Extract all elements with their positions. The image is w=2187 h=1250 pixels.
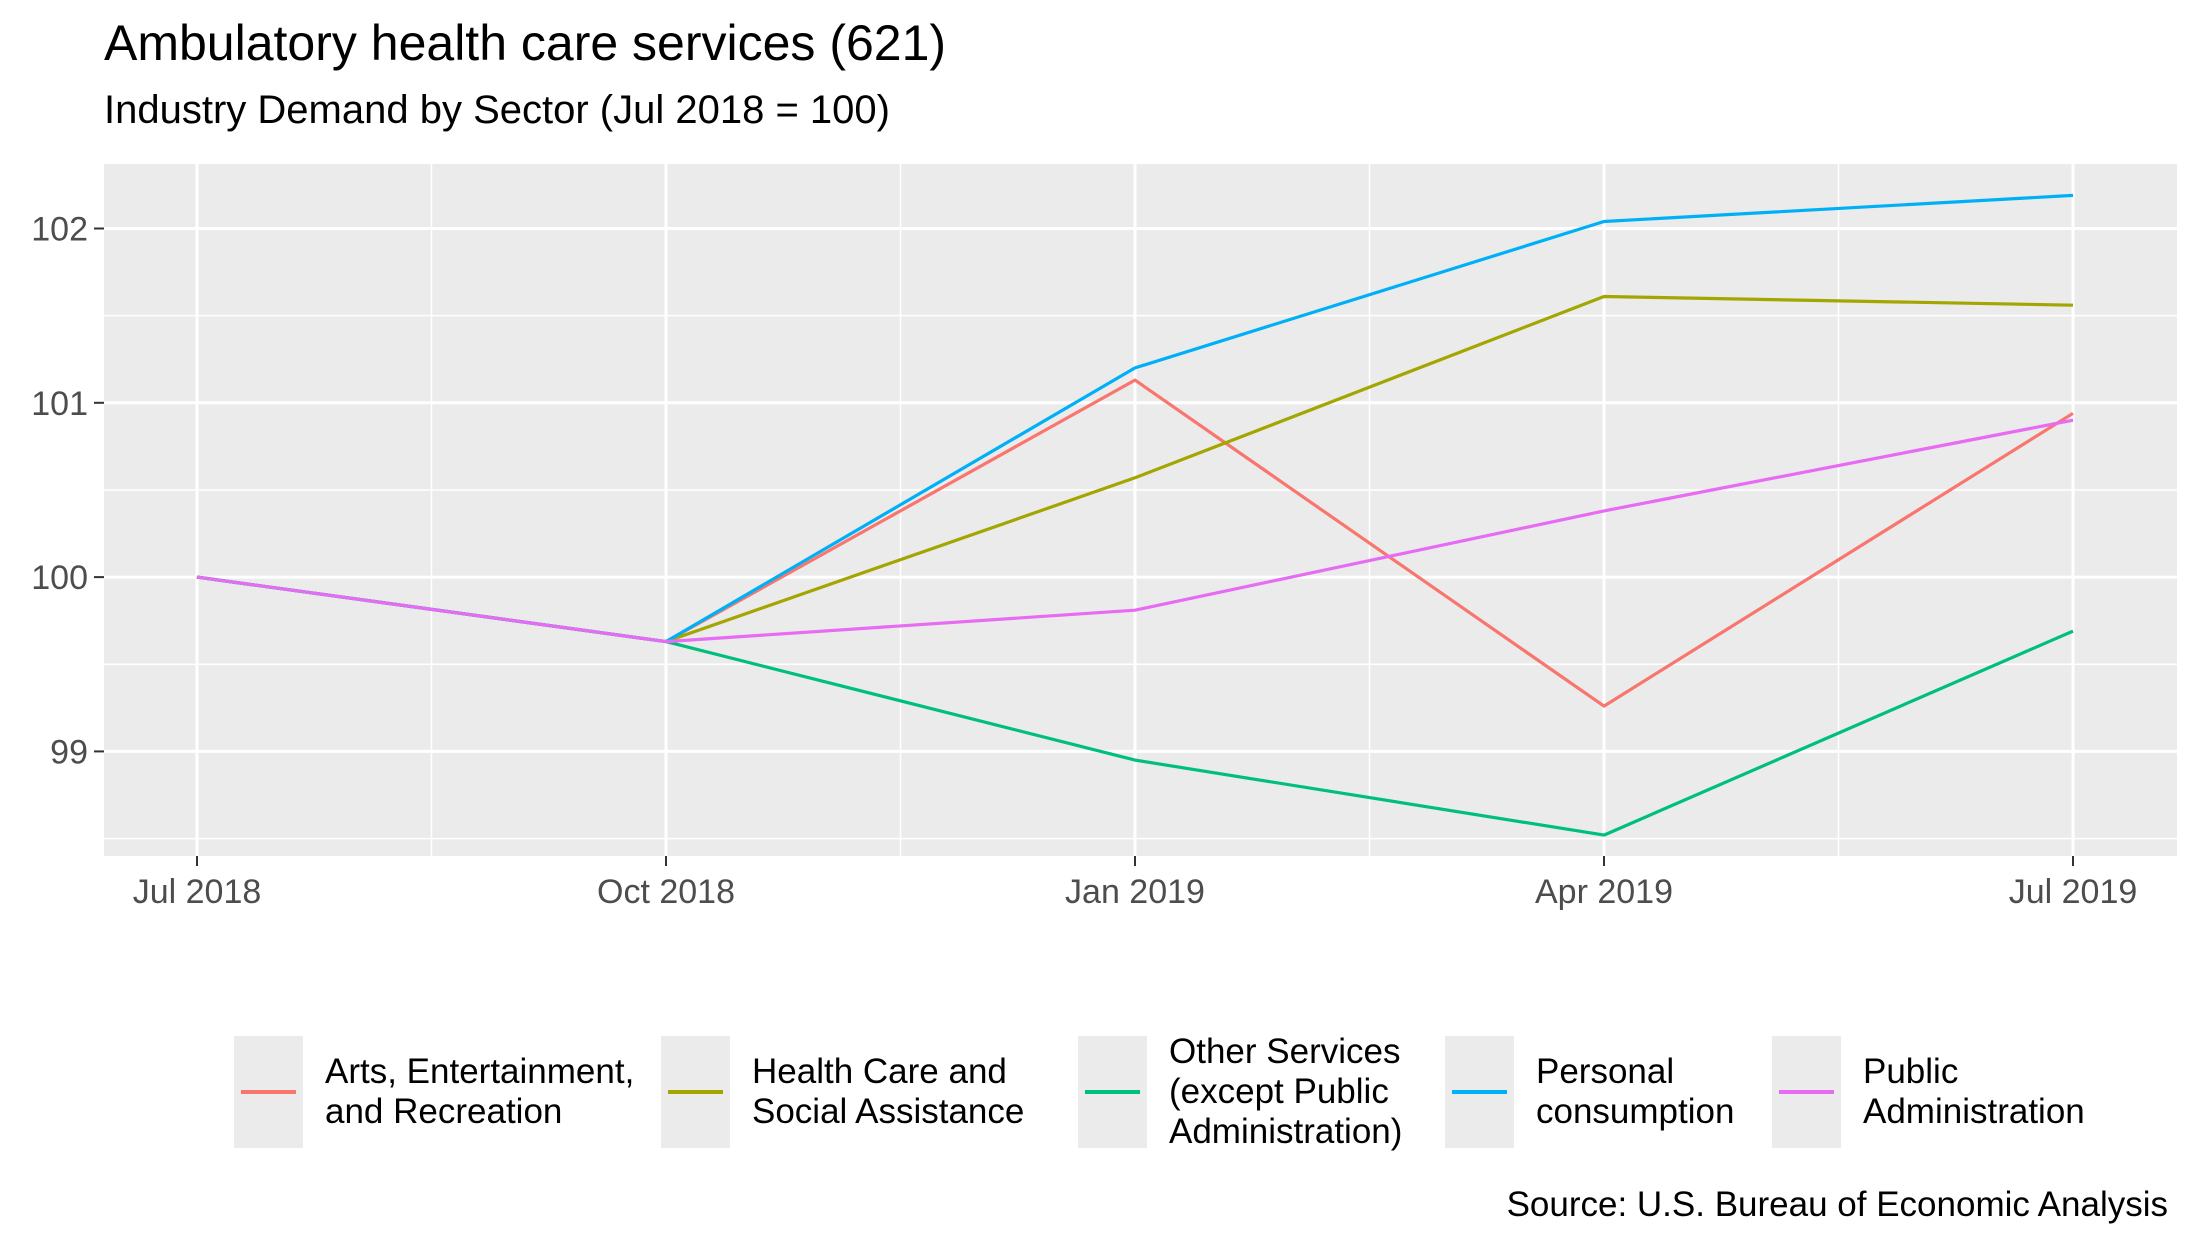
- y-tick-label: 99: [50, 733, 88, 771]
- series-lines: [196, 193, 2074, 837]
- legend-label: Public Administration: [1863, 1052, 2085, 1131]
- legend-label: Arts, Entertainment, and Recreation: [325, 1052, 635, 1131]
- legend-key: [1772, 1036, 1841, 1148]
- chart-title: Ambulatory health care services (621): [104, 15, 947, 71]
- x-tick-label: Oct 2018: [597, 873, 735, 911]
- legend-key: [1445, 1036, 1514, 1148]
- legend-label: Health Care and Social Assistance: [752, 1052, 1025, 1131]
- y-tick-label: 102: [31, 210, 88, 248]
- y-tick-label: 101: [31, 385, 88, 423]
- legend-item: Arts, Entertainment, and Recreation: [234, 1036, 635, 1148]
- x-tick-label: Jul 2018: [133, 873, 262, 911]
- legend-item: Personal consumption: [1445, 1036, 1746, 1148]
- legend-label: Personal consumption: [1536, 1052, 1735, 1131]
- legend-swatch: [668, 1090, 723, 1094]
- legend-item: Other Services (except Public Administra…: [1078, 1032, 1419, 1152]
- series-line-4: [196, 418, 2074, 644]
- legend-label: Other Services (except Public Administra…: [1169, 1032, 1403, 1151]
- legend-key: [234, 1036, 303, 1148]
- x-tick-label: Jul 2019: [2009, 873, 2138, 911]
- legend-swatch: [1085, 1090, 1140, 1094]
- x-axis: Jul 2018 Oct 2018 Jan 2019 Apr 2019 Jul 2019: [133, 856, 2138, 911]
- legend: Arts, Entertainment, and Recreation Healt…: [234, 1032, 2139, 1151]
- minor-gridlines: [104, 164, 2177, 856]
- legend-swatch: [241, 1090, 296, 1094]
- x-tick-label: Apr 2019: [1535, 873, 1673, 911]
- legend-item: Health Care and Social Assistance: [661, 1036, 1052, 1148]
- y-axis: 99 100 101 102: [31, 210, 104, 771]
- legend-key: [1078, 1036, 1147, 1148]
- source-caption: Source: U.S. Bureau of Economic Analysis: [1506, 1185, 2168, 1224]
- legend-item: Public Administration: [1772, 1036, 2113, 1148]
- chart-subtitle: Industry Demand by Sector (Jul 2018 = 10…: [104, 88, 890, 132]
- legend-key: [661, 1036, 730, 1148]
- x-tick-label: Jan 2019: [1065, 873, 1205, 911]
- legend-swatch: [1779, 1090, 1834, 1094]
- y-tick-label: 100: [31, 559, 88, 597]
- plot-panel: [104, 164, 2177, 856]
- legend-swatch: [1452, 1090, 1507, 1094]
